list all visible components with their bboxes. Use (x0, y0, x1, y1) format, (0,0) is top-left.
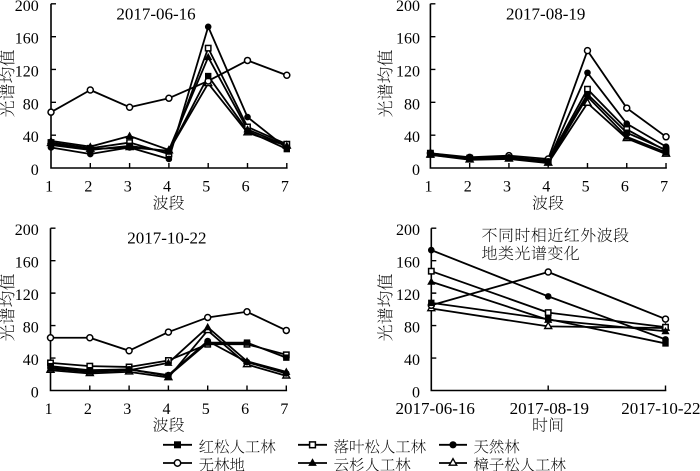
svg-text:2017-06-16: 2017-06-16 (116, 5, 195, 24)
svg-text:40: 40 (23, 352, 39, 369)
svg-text:0: 0 (31, 162, 39, 179)
svg-text:200: 200 (15, 222, 39, 239)
svg-text:80: 80 (404, 320, 420, 337)
svg-text:1: 1 (45, 179, 53, 196)
svg-text:7: 7 (660, 179, 668, 196)
svg-text:1: 1 (425, 179, 433, 196)
svg-text:120: 120 (15, 63, 39, 80)
svg-text:160: 160 (15, 31, 39, 48)
svg-text:4: 4 (163, 179, 171, 196)
svg-text:160: 160 (396, 31, 420, 48)
svg-text:40: 40 (404, 129, 420, 146)
svg-text:200: 200 (396, 222, 420, 239)
svg-text:80: 80 (404, 96, 420, 113)
svg-text:5: 5 (582, 179, 590, 196)
svg-text:120: 120 (396, 287, 420, 304)
svg-text:120: 120 (15, 287, 39, 304)
svg-text:5: 5 (202, 179, 210, 196)
svg-text:6: 6 (621, 179, 629, 196)
svg-text:2: 2 (464, 179, 472, 196)
svg-text:3: 3 (124, 179, 132, 196)
svg-text:4: 4 (542, 179, 550, 196)
svg-text:6: 6 (242, 179, 250, 196)
svg-text:6: 6 (241, 401, 249, 418)
svg-text:4: 4 (163, 401, 171, 418)
svg-text:2017-10-22: 2017-10-22 (621, 399, 700, 418)
svg-text:2017-06-16: 2017-06-16 (396, 399, 475, 418)
svg-text:2: 2 (84, 179, 92, 196)
svg-text:2017-08-19: 2017-08-19 (510, 399, 589, 418)
svg-text:7: 7 (280, 401, 288, 418)
svg-text:200: 200 (396, 0, 420, 15)
svg-text:80: 80 (23, 320, 39, 337)
svg-text:7: 7 (281, 179, 289, 196)
svg-text:0: 0 (31, 385, 39, 402)
svg-text:0: 0 (412, 385, 420, 402)
svg-text:2017-08-19: 2017-08-19 (506, 5, 585, 24)
svg-text:200: 200 (15, 0, 39, 15)
svg-text:120: 120 (396, 63, 420, 80)
svg-text:160: 160 (396, 255, 420, 272)
svg-text:5: 5 (202, 401, 210, 418)
svg-text:160: 160 (15, 255, 39, 272)
svg-text:3: 3 (503, 179, 511, 196)
svg-text:1: 1 (45, 401, 53, 418)
svg-text:2: 2 (84, 401, 92, 418)
svg-text:80: 80 (23, 96, 39, 113)
svg-text:40: 40 (23, 129, 39, 146)
svg-text:0: 0 (412, 162, 420, 179)
svg-text:2017-10-22: 2017-10-22 (127, 229, 206, 248)
svg-text:3: 3 (123, 401, 131, 418)
svg-text:40: 40 (404, 352, 420, 369)
